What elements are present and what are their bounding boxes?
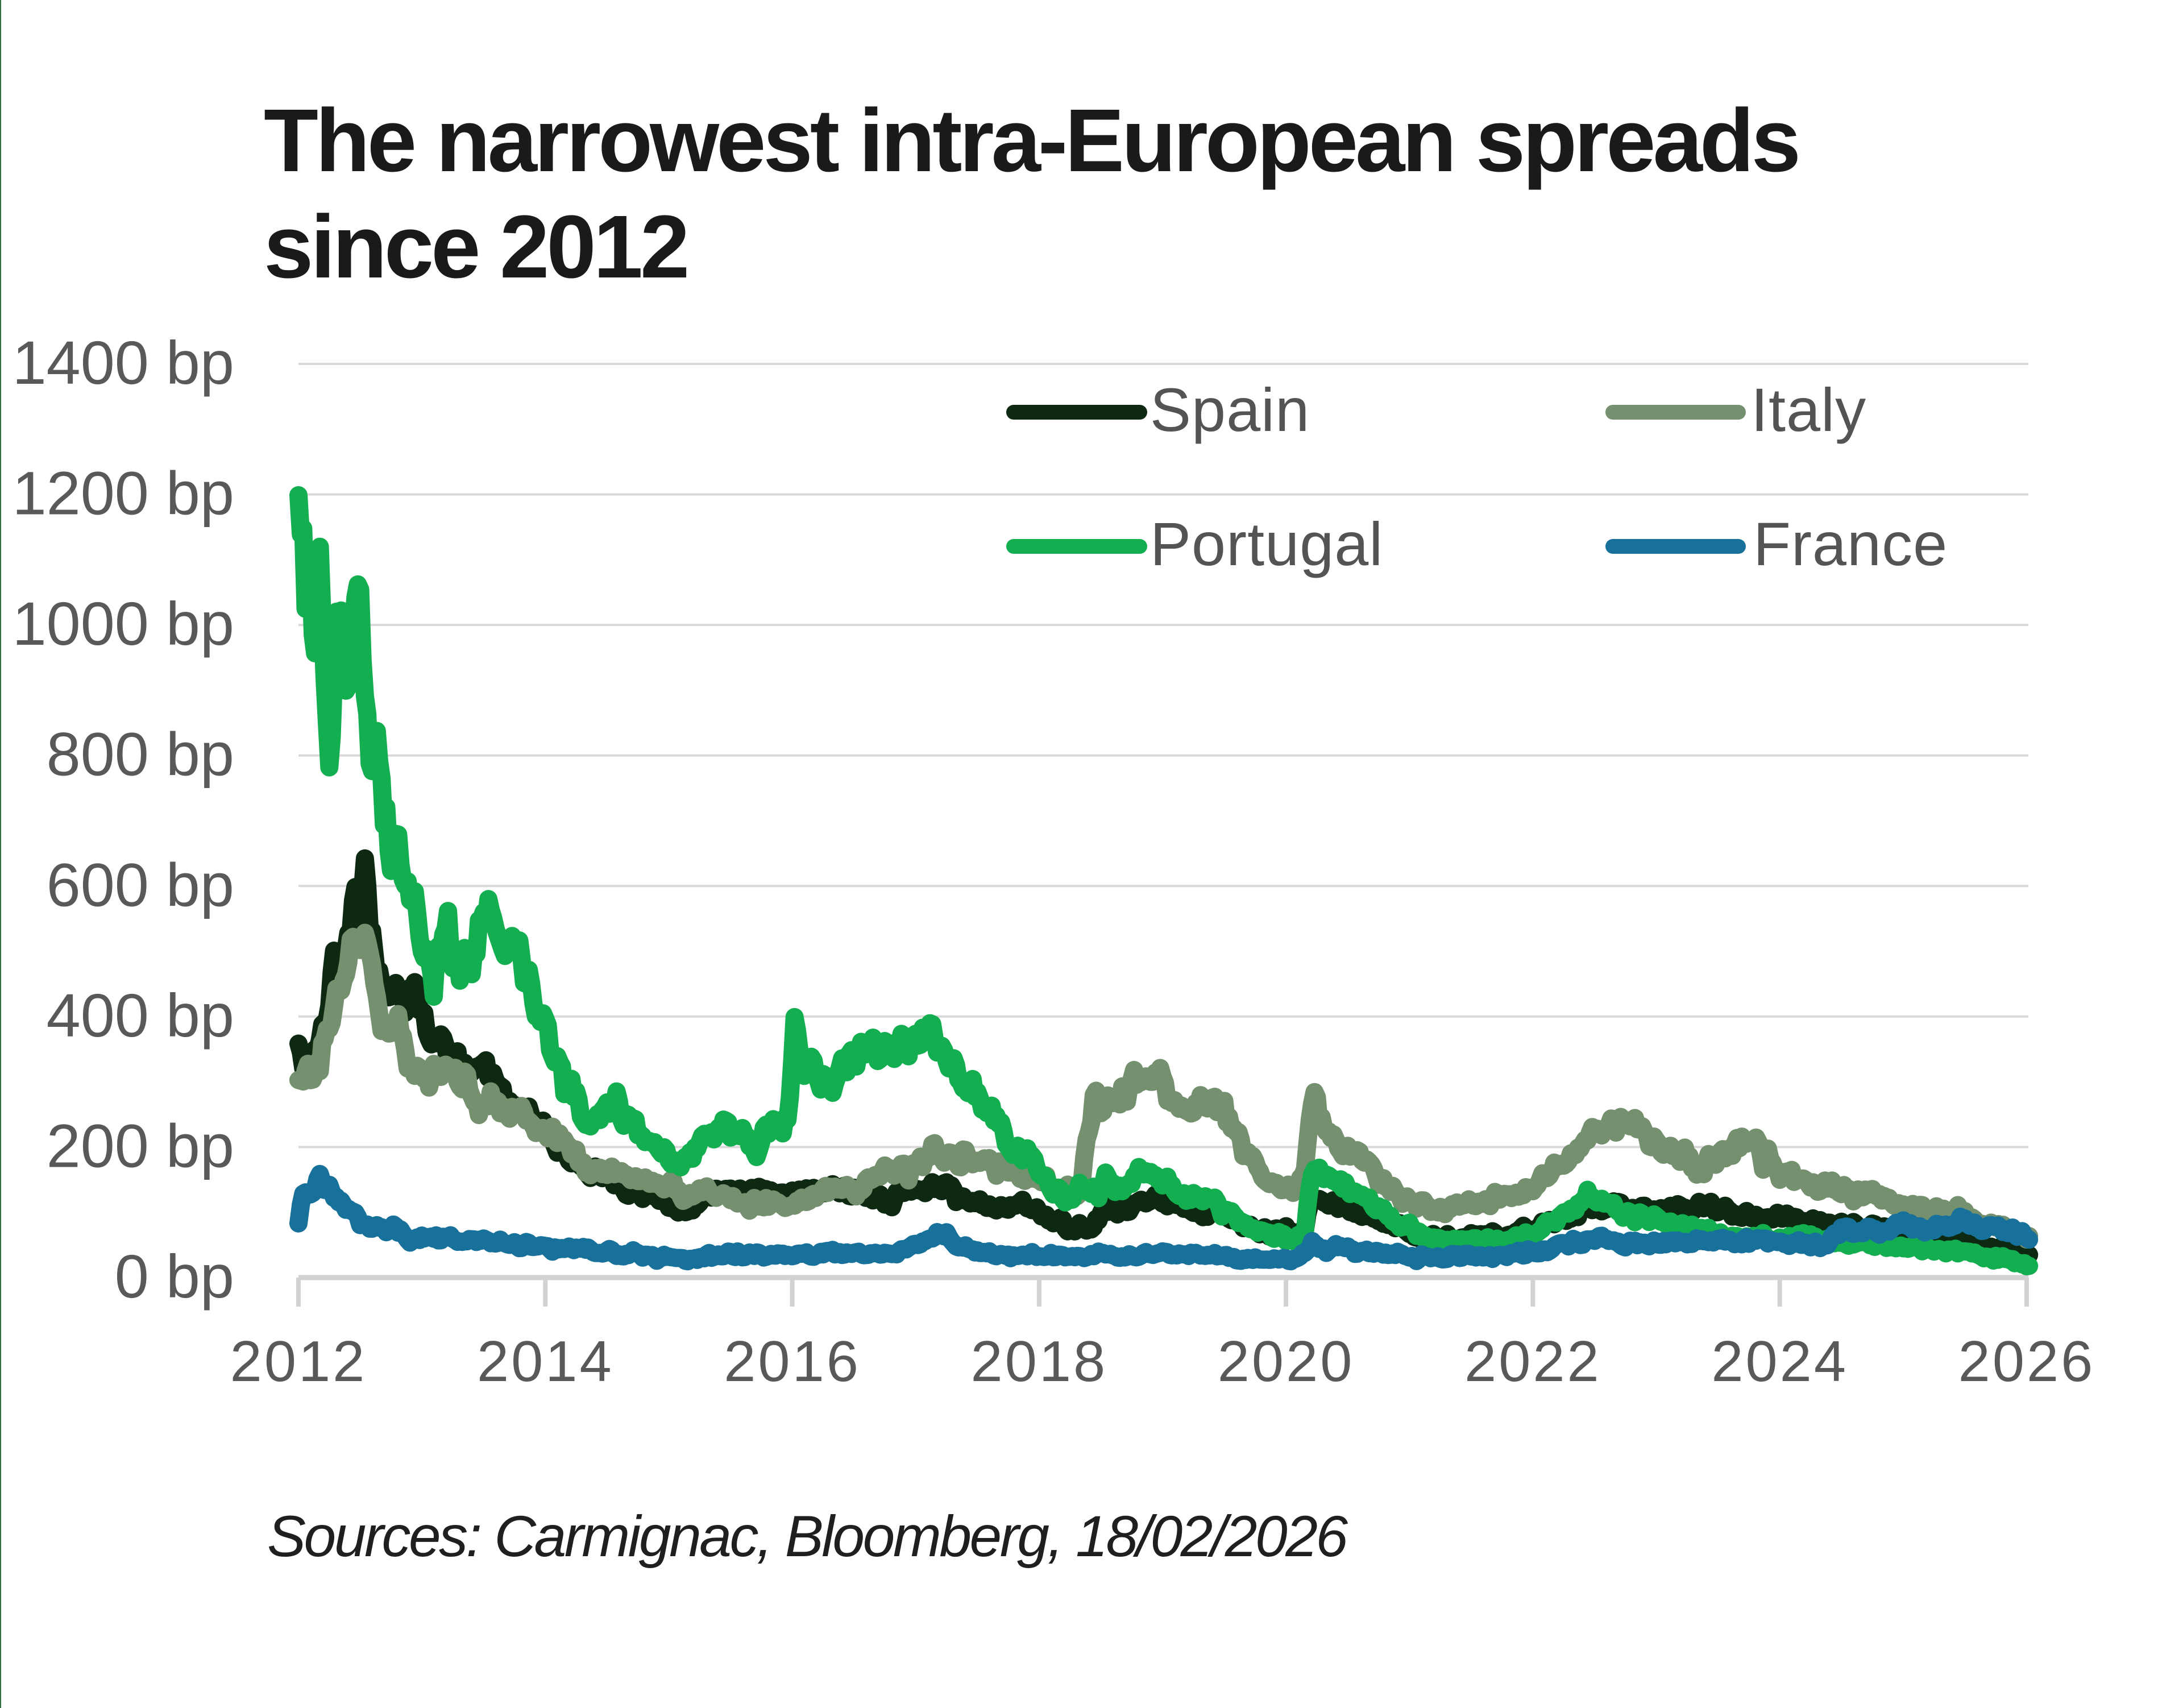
svg-text:The narrowest intra-European s: The narrowest intra-European spreads xyxy=(264,91,1798,190)
svg-text:2014: 2014 xyxy=(477,1330,614,1394)
svg-text:2022: 2022 xyxy=(1464,1330,1601,1394)
svg-text:1400 bp: 1400 bp xyxy=(13,328,234,397)
svg-text:1200 bp: 1200 bp xyxy=(13,459,234,528)
svg-text:2026: 2026 xyxy=(1958,1330,2095,1394)
svg-text:Portugal: Portugal xyxy=(1150,509,1383,578)
svg-text:0 bp: 0 bp xyxy=(115,1242,234,1311)
svg-text:600 bp: 600 bp xyxy=(47,850,234,919)
svg-text:2018: 2018 xyxy=(971,1330,1108,1394)
svg-text:200 bp: 200 bp xyxy=(47,1111,234,1180)
svg-text:since 2012: since 2012 xyxy=(264,197,687,297)
svg-text:2020: 2020 xyxy=(1218,1330,1355,1394)
svg-text:Sources: Carmignac, Bloomberg,: Sources: Carmignac, Bloomberg, 18/02/202… xyxy=(267,1504,1348,1569)
svg-text:800 bp: 800 bp xyxy=(47,720,234,789)
svg-text:2024: 2024 xyxy=(1711,1330,1848,1394)
svg-text:Spain: Spain xyxy=(1150,375,1310,444)
svg-text:France: France xyxy=(1753,509,1948,578)
svg-text:2016: 2016 xyxy=(724,1330,861,1394)
svg-text:1000 bp: 1000 bp xyxy=(13,589,234,658)
svg-text:400 bp: 400 bp xyxy=(47,981,234,1050)
svg-text:Italy: Italy xyxy=(1751,375,1866,444)
svg-text:2012: 2012 xyxy=(230,1330,367,1394)
